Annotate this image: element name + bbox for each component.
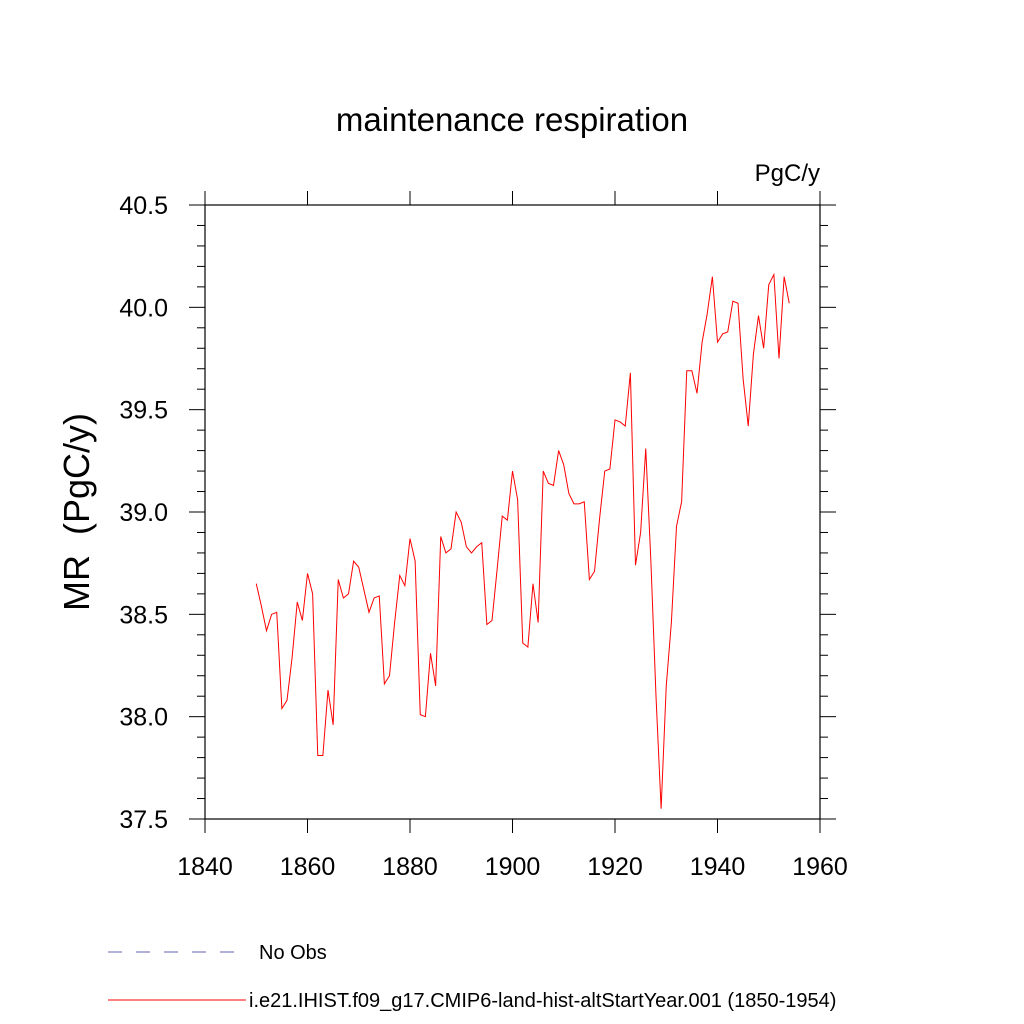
y-tick-label: 39.5 — [119, 397, 168, 425]
y-tick-label: 37.5 — [119, 806, 168, 834]
legend-label-no-obs: No Obs — [259, 942, 327, 964]
legend: No Obs i.e21.IHIST.f09_g17.CMIP6-land-hi… — [108, 942, 836, 1012]
y-axis-label: MR (PgC/y) — [56, 413, 97, 611]
units-label: PgC/y — [755, 160, 820, 187]
x-tick-label: 1900 — [485, 853, 541, 881]
x-tick-label: 1840 — [177, 853, 233, 881]
y-tick-label: 40.0 — [119, 294, 168, 322]
x-tick-label: 1880 — [382, 853, 438, 881]
y-axis-ticks: 37.5 38.0 38.5 39.0 39.5 40.0 40.5 — [119, 192, 836, 834]
y-tick-label: 40.5 — [119, 192, 168, 220]
x-tick-label: 1940 — [690, 853, 746, 881]
x-tick-label: 1860 — [280, 853, 336, 881]
x-axis-ticks: 1840 1860 1880 1900 1920 1940 1960 — [177, 191, 848, 881]
legend-label-model: i.e21.IHIST.f09_g17.CMIP6-land-hist-altS… — [249, 990, 836, 1012]
series-layer — [255, 272, 790, 809]
plot-frame — [204, 204, 821, 820]
y-tick-label: 39.0 — [119, 499, 168, 527]
chart-title: maintenance respiration — [336, 101, 688, 138]
y-tick-label: 38.0 — [119, 704, 168, 732]
y-tick-label: 38.5 — [119, 601, 168, 629]
x-tick-label: 1960 — [792, 853, 848, 881]
x-tick-label: 1920 — [587, 853, 643, 881]
series-line-model — [255, 272, 790, 809]
